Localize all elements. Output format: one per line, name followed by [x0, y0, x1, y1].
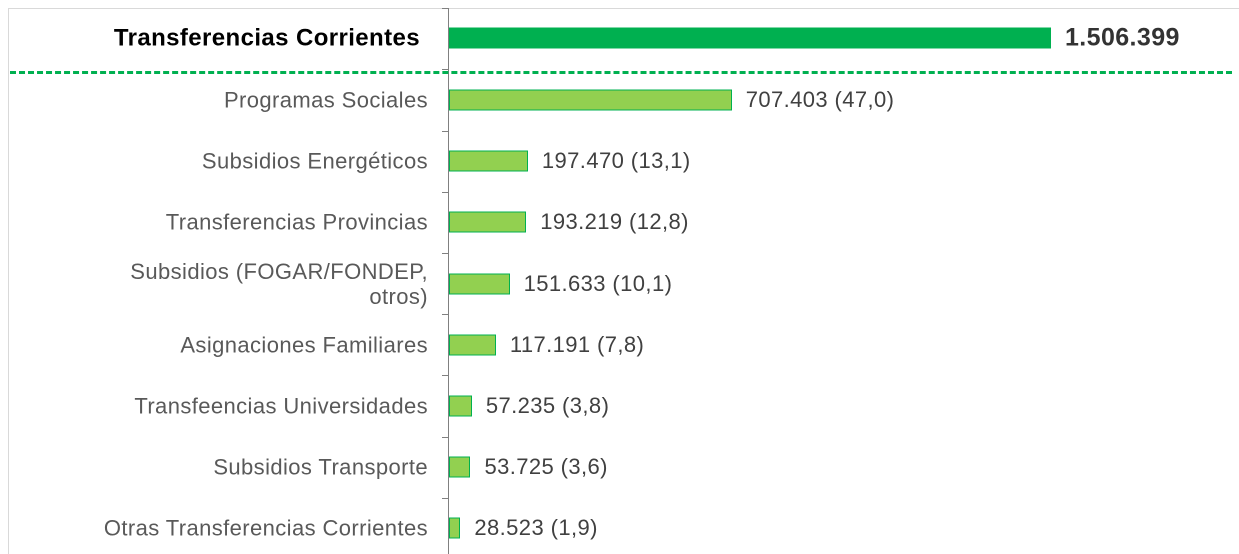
category-label: Asignaciones Familiares	[180, 332, 428, 358]
value-label: 53.725 (3,6)	[484, 454, 608, 480]
axis-tick	[442, 253, 448, 254]
axis-tick	[442, 436, 448, 438]
axis-tick	[442, 68, 448, 70]
bar	[449, 273, 510, 295]
bar	[449, 395, 472, 417]
axis-line	[448, 8, 449, 554]
axis-tick	[442, 497, 448, 499]
bar	[449, 27, 1051, 49]
axis-tick	[442, 191, 448, 193]
bar	[449, 456, 471, 478]
frame	[8, 8, 1239, 9]
value-label: 151.633 (10,1)	[523, 270, 673, 296]
value-label: 1.506.399	[1065, 23, 1180, 52]
divider	[10, 71, 1232, 74]
frame	[8, 8, 9, 554]
category-label: Subsidios Transporte	[213, 454, 428, 480]
axis-tick	[442, 314, 448, 316]
category-label: Transfeencias Universidades	[134, 393, 428, 419]
category-label: Transferencias Provincias	[165, 209, 428, 235]
category-label: Programas Sociales	[223, 87, 428, 113]
value-label: 193.219 (12,8)	[540, 209, 689, 235]
value-label: 707.403 (47,0)	[745, 87, 895, 112]
value-label: 28.523 (1,9)	[474, 515, 598, 541]
bar	[449, 150, 528, 172]
axis-tick	[442, 130, 448, 132]
value-label: 197.470 (13,1)	[541, 148, 691, 174]
value-label: 57.235 (3,8)	[485, 393, 610, 418]
bar	[449, 334, 496, 356]
category-label: Subsidios (FOGAR/FONDEP, otros)	[130, 258, 428, 309]
axis-tick	[442, 8, 448, 9]
category-label: Transferencias Corrientes	[113, 24, 420, 52]
axis-tick	[442, 375, 448, 377]
category-label: Subsidios Energéticos	[201, 148, 428, 174]
bar	[449, 211, 527, 233]
value-label: 117.191 (7,8)	[509, 331, 645, 357]
bar	[449, 517, 461, 539]
bar	[449, 89, 732, 111]
category-label: Otras Transferencias Corrientes	[103, 515, 428, 541]
